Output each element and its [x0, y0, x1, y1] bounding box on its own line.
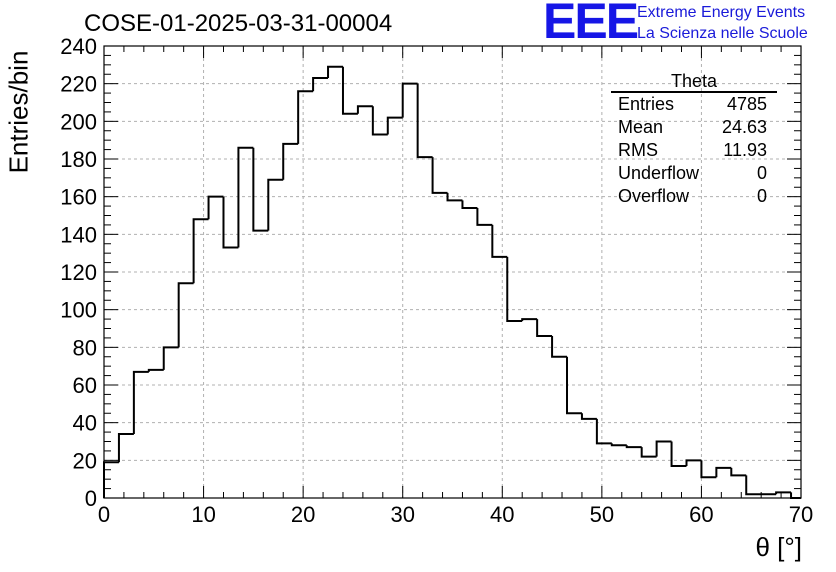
histogram-bin	[790, 492, 801, 499]
histogram-bin	[700, 460, 717, 479]
histogram-bin	[461, 200, 478, 209]
histogram-bin	[267, 178, 284, 231]
histogram-bin	[580, 413, 597, 420]
y-tick-label: 180	[60, 147, 97, 172]
tick-labels: 0 10 20 30 40 50 60 70 0 20 40 60 80 100 120 140 160 180 2…	[60, 34, 813, 527]
histogram-bin	[132, 370, 149, 434]
histogram-bin	[207, 195, 224, 220]
gridlines	[104, 46, 801, 498]
histogram-bin	[416, 83, 433, 159]
histogram-bin	[356, 105, 373, 114]
histogram-bin	[715, 466, 732, 478]
histogram-bin	[685, 459, 702, 466]
stats-key: Mean	[618, 117, 664, 137]
y-axis-label: Entries/bin	[3, 50, 34, 174]
stats-key: Entries	[618, 94, 675, 114]
histogram-bin	[625, 445, 642, 449]
y-tick-label: 240	[60, 34, 97, 59]
y-tick-label: 140	[60, 222, 97, 247]
histogram-bin	[536, 319, 553, 338]
y-tick-label: 200	[60, 109, 97, 134]
histogram-bin	[521, 318, 538, 321]
stats-value: 4785	[726, 94, 767, 114]
stats-key: RMS	[618, 140, 658, 160]
stats-row-mean: Mean 24.63	[611, 116, 777, 139]
logo-line-2: La Scienza nelle Scuole	[637, 25, 808, 42]
y-tick-label: 60	[73, 373, 97, 398]
x-tick-label: 40	[490, 502, 514, 527]
histogram-bin	[401, 82, 418, 118]
histogram-bin	[192, 218, 209, 284]
histogram-bin	[162, 346, 179, 370]
histogram-bin	[327, 65, 343, 79]
histogram-series	[103, 65, 801, 499]
histogram-bin	[237, 146, 254, 248]
histogram-bin	[297, 90, 314, 144]
y-tick-label: 220	[60, 72, 97, 97]
stats-row-overflow: Overflow 0	[611, 185, 777, 208]
x-axis-label: θ [°]	[755, 532, 802, 562]
histogram-bin	[446, 192, 463, 202]
x-tick-label: 50	[590, 502, 614, 527]
histogram-bin	[610, 443, 627, 447]
stats-value: 11.93	[723, 140, 767, 160]
histogram-bin	[491, 224, 508, 258]
histogram-bin	[775, 491, 792, 495]
stats-row-underflow: Underflow 0	[611, 162, 777, 185]
histogram-bin	[177, 282, 194, 348]
histogram-bin	[341, 66, 358, 115]
stats-value: 0	[756, 186, 767, 206]
histogram-bin	[655, 440, 672, 457]
histogram-bin	[282, 142, 299, 180]
histogram-bin	[476, 207, 493, 226]
stats-key: Overflow	[618, 186, 690, 206]
eee-logo: EEE	[543, 0, 639, 49]
axis-ticks	[103, 45, 802, 499]
stats-row-rms: RMS 11.93	[611, 139, 777, 162]
x-tick-label: 70	[789, 502, 813, 527]
histogram-bin	[551, 336, 568, 358]
histogram-bin	[595, 418, 612, 445]
logo-line-1: Extreme Energy Events	[637, 4, 806, 21]
y-tick-label: 100	[60, 298, 97, 323]
y-tick-label: 120	[60, 260, 97, 285]
plot-title: COSE-01-2025-03-31-00004	[84, 10, 393, 37]
histogram-bin	[506, 256, 523, 322]
y-tick-label: 80	[73, 335, 97, 360]
histogram-bin	[670, 441, 687, 467]
x-tick-label: 0	[98, 502, 110, 527]
histogram-bin	[640, 447, 657, 458]
stats-title: Theta	[611, 71, 777, 93]
x-tick-label: 30	[390, 502, 414, 527]
stats-value: 0	[756, 163, 767, 183]
histogram-bin	[730, 467, 747, 477]
stats-row-entries: Entries 4785	[611, 93, 777, 116]
stats-value: 24.63	[721, 117, 767, 137]
y-tick-label: 160	[60, 185, 97, 210]
stats-key: Underflow	[618, 163, 700, 183]
histogram-bin	[222, 196, 239, 249]
y-tick-label: 20	[73, 448, 97, 473]
x-tick-label: 60	[689, 502, 713, 527]
histogram-bin	[745, 475, 762, 496]
histogram-bin	[103, 461, 119, 498]
histogram-bin	[117, 432, 134, 463]
y-tick-label: 40	[73, 411, 97, 436]
x-tick-label: 20	[291, 502, 315, 527]
stats-box: Theta Entries 4785 Mean 24.63 RMS 11.93 …	[611, 71, 777, 208]
x-tick-label: 10	[191, 502, 215, 527]
y-tick-label: 0	[85, 486, 97, 511]
histogram-bin	[252, 147, 269, 232]
histogram-bin	[566, 356, 582, 415]
histogram-bin	[371, 106, 388, 136]
histogram-bin	[312, 77, 329, 92]
histogram-bin	[386, 116, 403, 135]
histogram-bin	[431, 157, 448, 194]
histogram-bin	[147, 368, 164, 372]
